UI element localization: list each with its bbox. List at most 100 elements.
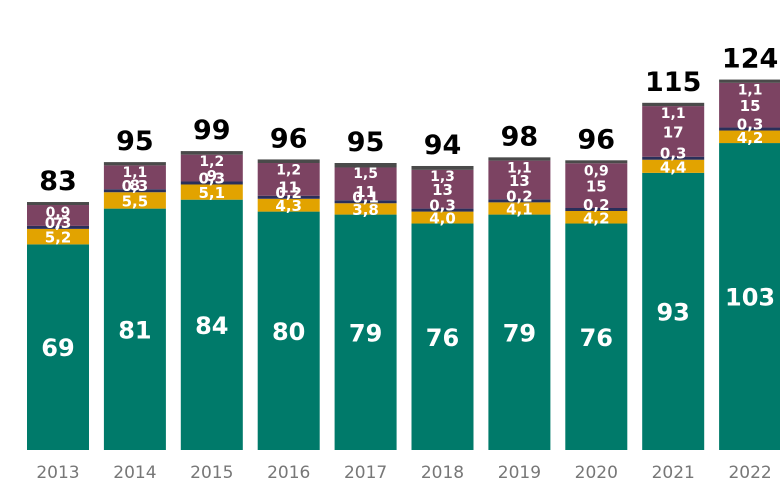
bar-segment-purple-2022 — [719, 82, 780, 128]
segment-label-gold-2018: 4,0 — [429, 210, 456, 228]
bar-segment-purple-2017 — [334, 167, 397, 201]
bar-segment-teal-2016 — [257, 211, 320, 450]
segment-label-gold-2013: 5,2 — [45, 229, 72, 247]
bar-segment-gray-2017 — [334, 163, 397, 168]
segment-label-gold-2017: 3,8 — [352, 201, 379, 219]
bar-segment-teal-2015 — [180, 199, 243, 450]
bar-segment-gold-2020 — [565, 211, 628, 224]
segment-label-gray-2018: 1,3 — [430, 169, 455, 185]
total-label-2021: 115 — [645, 67, 701, 98]
bar-segment-purple-2020 — [565, 163, 628, 209]
bar-segment-teal-2014 — [103, 208, 166, 450]
x-tick-label-2022: 2022 — [728, 463, 771, 483]
segment-label-teal-2018: 76 — [426, 324, 459, 352]
segment-label-purple-2013: 7 — [53, 214, 63, 232]
total-label-2019: 98 — [501, 121, 539, 152]
segment-label-purple-2022: 15 — [740, 97, 761, 115]
bar-segment-navy-2015 — [180, 181, 243, 185]
segment-label-navy-2020: 0,2 — [583, 196, 610, 214]
bar-segment-gold-2021 — [642, 159, 705, 173]
total-label-2016: 96 — [270, 123, 308, 154]
segment-label-teal-2021: 93 — [656, 298, 689, 326]
segment-label-navy-2021: 0,3 — [660, 145, 687, 163]
segment-label-navy-2019: 0,2 — [506, 187, 533, 205]
bar-segment-teal-2013 — [27, 244, 89, 450]
bar-segment-navy-2020 — [565, 208, 628, 212]
segment-label-teal-2013: 69 — [41, 334, 74, 362]
segment-label-gray-2015: 1,2 — [199, 154, 224, 170]
x-tick-label-2019: 2019 — [498, 463, 541, 483]
segment-label-gold-2019: 4,1 — [506, 200, 533, 218]
bar-segment-gold-2013 — [27, 228, 89, 245]
total-label-2014: 95 — [116, 126, 154, 157]
bar-segment-gray-2018 — [411, 165, 474, 170]
bar-segment-gold-2018 — [411, 211, 474, 224]
bar-segment-teal-2017 — [334, 214, 397, 450]
segment-label-navy-2018: 0,3 — [429, 197, 456, 215]
segment-label-gray-2019: 1,1 — [507, 160, 532, 176]
segment-label-gold-2022: 4,2 — [737, 129, 764, 147]
segment-label-teal-2015: 84 — [195, 312, 228, 340]
segment-label-purple-2017: 11 — [355, 183, 376, 201]
bar-segment-teal-2021 — [642, 172, 705, 451]
segment-label-teal-2014: 81 — [118, 316, 151, 344]
bar-segment-gold-2015 — [180, 184, 243, 200]
bar-segment-navy-2018 — [411, 208, 474, 212]
segment-label-gold-2020: 4,2 — [583, 209, 610, 227]
total-label-2020: 96 — [578, 124, 616, 155]
x-tick-label-2020: 2020 — [575, 463, 618, 483]
total-label-2015: 99 — [193, 115, 231, 146]
segment-label-purple-2019: 13 — [509, 172, 530, 190]
bar-segment-purple-2014 — [103, 165, 166, 190]
bar-segment-gray-2015 — [180, 151, 243, 155]
bar-segment-purple-2021 — [642, 106, 705, 157]
segment-label-purple-2016: 11 — [278, 178, 299, 196]
segment-label-gray-2022: 1,1 — [738, 83, 763, 99]
bar-segment-navy-2022 — [719, 127, 780, 131]
segment-label-teal-2017: 79 — [349, 319, 382, 347]
segment-label-navy-2022: 0,3 — [737, 116, 764, 134]
bar-segment-teal-2019 — [488, 214, 551, 450]
bar-segment-navy-2017 — [334, 200, 397, 204]
x-tick-label-2017: 2017 — [344, 463, 387, 483]
segment-label-gold-2021: 4,4 — [660, 158, 687, 176]
bar-segment-gold-2016 — [257, 198, 320, 212]
x-tick-label-2018: 2018 — [421, 463, 464, 483]
bar-segment-purple-2018 — [411, 169, 474, 209]
total-label-2017: 95 — [347, 127, 385, 158]
segment-label-navy-2013: 0,3 — [45, 214, 72, 232]
labels-group: 695,20,370,9832013815,50,381,1952014845,… — [36, 44, 778, 483]
bar-segment-purple-2015 — [180, 154, 243, 182]
segment-label-purple-2018: 13 — [432, 181, 453, 199]
segment-label-purple-2020: 15 — [586, 178, 607, 196]
total-label-2018: 94 — [424, 130, 462, 161]
segment-label-gray-2021: 1,1 — [661, 106, 686, 122]
segment-label-navy-2014: 0,3 — [122, 177, 149, 195]
bar-segment-teal-2020 — [565, 223, 628, 450]
x-tick-label-2014: 2014 — [113, 463, 156, 483]
x-tick-label-2016: 2016 — [267, 463, 310, 483]
bar-segment-gray-2022 — [719, 79, 780, 83]
segment-label-gold-2016: 4,3 — [275, 197, 302, 215]
bar-segment-navy-2021 — [642, 156, 705, 160]
bar-segment-purple-2016 — [257, 163, 320, 196]
x-tick-label-2015: 2015 — [190, 463, 233, 483]
bar-segment-navy-2016 — [257, 195, 320, 199]
segment-label-navy-2016: 0,2 — [275, 184, 302, 202]
bar-segment-teal-2022 — [719, 143, 780, 450]
bar-segment-teal-2018 — [411, 223, 474, 450]
segment-label-purple-2021: 17 — [663, 123, 684, 141]
bar-segment-navy-2013 — [27, 225, 89, 229]
segment-label-gray-2014: 1,1 — [122, 165, 147, 181]
segment-label-navy-2015: 0,3 — [199, 169, 226, 187]
bar-segment-gray-2016 — [257, 159, 320, 164]
x-tick-label-2013: 2013 — [36, 463, 79, 483]
bar-segment-navy-2014 — [103, 189, 166, 193]
segment-label-teal-2022: 103 — [725, 284, 775, 312]
segment-label-gray-2020: 0,9 — [584, 163, 609, 179]
bar-segment-gold-2022 — [719, 130, 780, 144]
bar-segment-gray-2013 — [27, 202, 89, 206]
bar-segment-gray-2020 — [565, 160, 628, 164]
segment-label-gray-2017: 1,5 — [353, 166, 378, 182]
total-label-2022: 124 — [722, 44, 778, 75]
